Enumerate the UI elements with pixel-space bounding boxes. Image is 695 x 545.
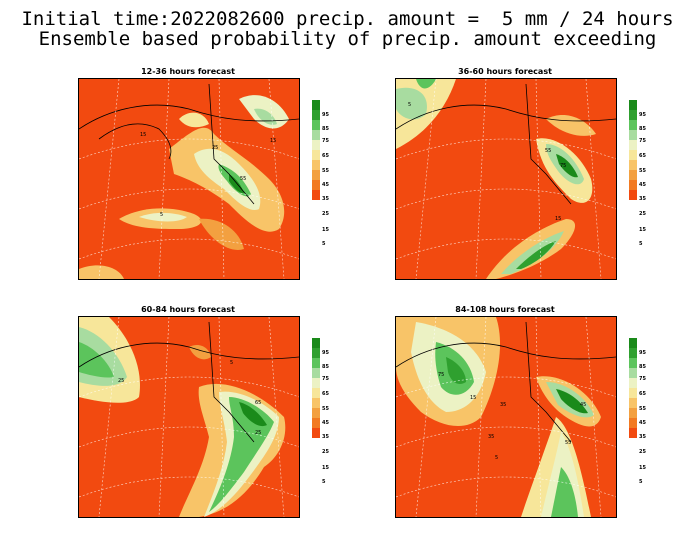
colorbar-label: 85 [322, 126, 329, 132]
panel-2-title: 36-60 hours forecast [458, 67, 552, 76]
colorbar-label: 95 [322, 112, 329, 118]
colorbar-label: 15 [322, 227, 329, 233]
map-panel-4 [395, 316, 617, 518]
colorbar-panel-3: 95 85 75 65 55 45 35 25 15 5 [312, 338, 329, 485]
colorbar-label: 75 [322, 138, 329, 144]
colorbar-label: 85 [322, 364, 329, 370]
colorbar-label: 55 [322, 168, 329, 174]
colorbar-label: 25 [322, 449, 329, 455]
colorbar-label: 75 [322, 376, 329, 382]
colorbar-label: 95 [639, 112, 646, 118]
colorbar-panel-2: 95 85 75 65 55 45 35 25 15 5 [629, 100, 646, 247]
colorbar-label: 35 [639, 434, 646, 440]
colorbar-label: 85 [639, 126, 646, 132]
colorbar-label: 95 [639, 350, 646, 356]
colorbar-label: 5 [322, 479, 326, 485]
colorbar-label: 25 [639, 449, 646, 455]
colorbar-label: 65 [322, 153, 329, 159]
colorbar-label: 45 [639, 182, 646, 188]
panel-4-title: 84-108 hours forecast [455, 305, 555, 314]
colorbar-label: 25 [639, 211, 646, 217]
colorbar-label: 45 [639, 420, 646, 426]
colorbar-label: 75 [639, 376, 646, 382]
colorbar-label: 35 [322, 434, 329, 440]
colorbar-label: 55 [639, 168, 646, 174]
colorbar-label: 55 [322, 406, 329, 412]
colorbar-label: 65 [639, 153, 646, 159]
colorbar-label: 65 [322, 391, 329, 397]
colorbar-label: 15 [322, 465, 329, 471]
map-panel-1 [78, 78, 300, 280]
main-title-line1: Initial time:2022082600 precip. amount =… [21, 8, 674, 30]
colorbar-label: 35 [322, 196, 329, 202]
colorbar-label: 5 [639, 241, 643, 247]
panel-3-title: 60-84 hours forecast [141, 305, 235, 314]
colorbar-panel-1: 95 85 75 65 55 45 35 25 15 5 [312, 100, 329, 247]
colorbar-label: 85 [639, 364, 646, 370]
main-title-line2: Ensemble based probability of precip. am… [38, 28, 657, 50]
colorbar-label: 5 [639, 479, 643, 485]
colorbar-label: 15 [639, 465, 646, 471]
colorbar-label: 25 [322, 211, 329, 217]
colorbar-label: 45 [322, 182, 329, 188]
colorbar-label: 5 [322, 241, 326, 247]
colorbar-label: 15 [639, 227, 646, 233]
colorbar-label: 55 [639, 406, 646, 412]
colorbar-label: 35 [639, 196, 646, 202]
map-panel-2 [395, 78, 617, 280]
colorbar-panel-4: 95 85 75 65 55 45 35 25 15 5 [629, 338, 646, 485]
panel-1-title: 12-36 hours forecast [141, 67, 235, 76]
colorbar-label: 45 [322, 420, 329, 426]
colorbar-label: 65 [639, 391, 646, 397]
colorbar-label: 95 [322, 350, 329, 356]
map-panel-3 [78, 316, 300, 518]
colorbar-label: 75 [639, 138, 646, 144]
